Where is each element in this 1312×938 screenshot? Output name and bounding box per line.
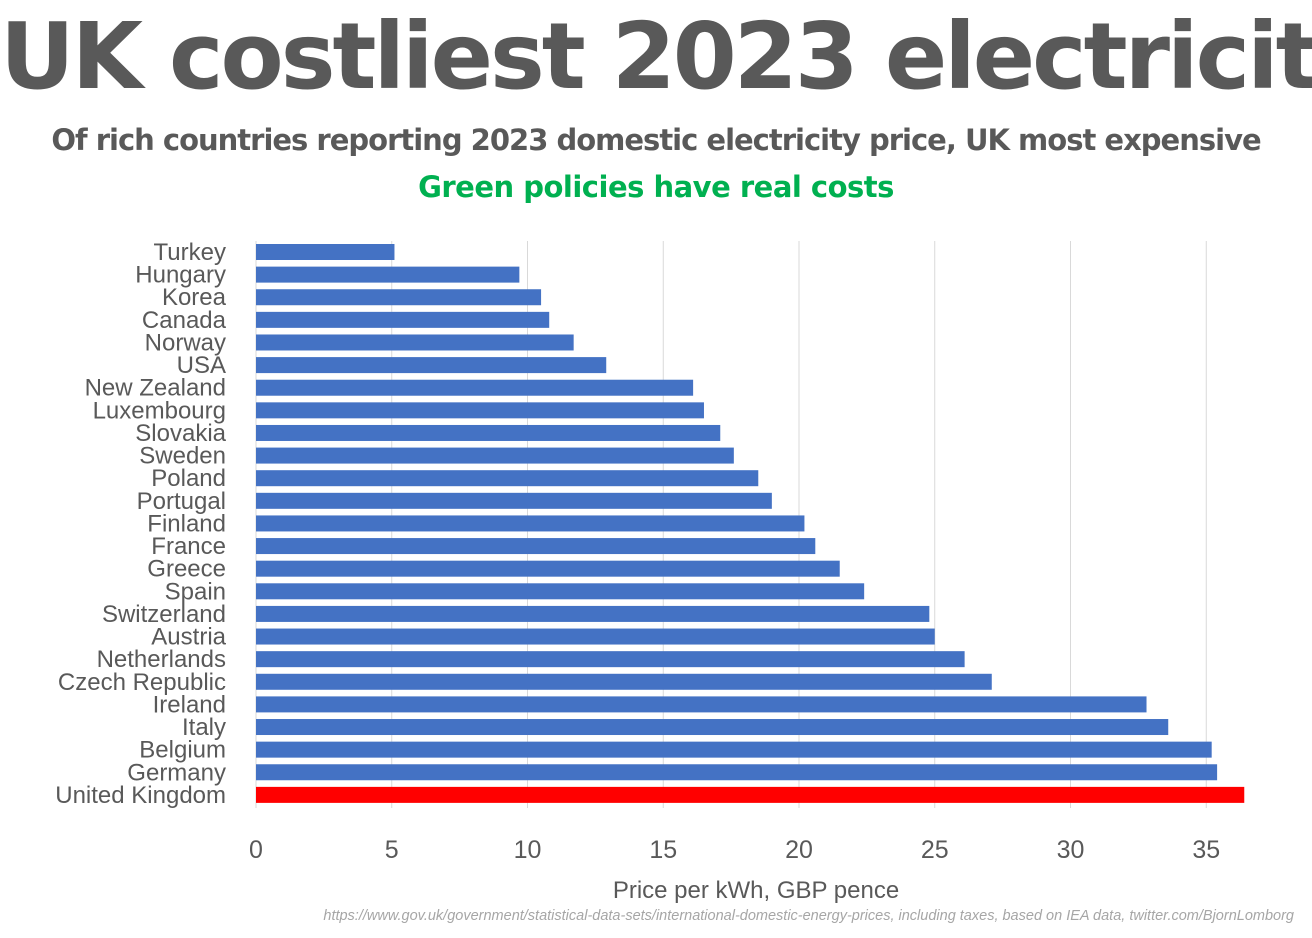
category-label-belgium: Belgium (139, 737, 226, 764)
bar-france (256, 538, 816, 555)
category-label-italy: Italy (182, 714, 226, 741)
category-label-france: France (151, 533, 226, 560)
category-label-turkey: Turkey (154, 239, 226, 266)
bar-austria (256, 628, 935, 645)
category-label-switzerland: Switzerland (102, 601, 226, 628)
bar-luxembourg (256, 402, 704, 419)
bar-slovakia (256, 424, 721, 441)
x-tick-label-15: 15 (649, 836, 677, 864)
chart-title: UK costliest 2023 electricity (0, 3, 1312, 110)
bar-switzerland (256, 605, 930, 622)
x-tick-label-25: 25 (921, 836, 949, 864)
bar-canada (256, 311, 550, 328)
category-label-portugal: Portugal (137, 488, 226, 515)
bar-finland (256, 515, 805, 532)
category-label-austria: Austria (151, 624, 226, 651)
category-label-sweden: Sweden (139, 443, 226, 470)
bar-spain (256, 583, 865, 600)
category-label-canada: Canada (142, 307, 227, 334)
category-label-germany: Germany (127, 759, 226, 786)
bar-belgium (256, 741, 1212, 758)
category-label-finland: Finland (147, 510, 226, 537)
bar-hungary (256, 266, 520, 283)
bar-turkey (256, 244, 395, 260)
x-tick-label-0: 0 (249, 836, 263, 864)
bar-usa (256, 357, 607, 374)
category-label-spain: Spain (165, 578, 226, 605)
category-label-new-zealand: New Zealand (85, 375, 226, 402)
category-label-usa: USA (177, 352, 226, 379)
bar-new-zealand (256, 379, 694, 396)
category-label-korea: Korea (162, 284, 227, 311)
category-label-slovakia: Slovakia (135, 420, 226, 447)
x-tick-label-20: 20 (785, 836, 813, 864)
category-label-ireland: Ireland (153, 691, 226, 718)
x-tick-label-30: 30 (1057, 836, 1085, 864)
category-label-netherlands: Netherlands (97, 646, 226, 673)
bar-united-kingdom (256, 786, 1245, 803)
bar-italy (256, 719, 1169, 736)
x-axis-title: Price per kWh, GBP pence (613, 877, 899, 904)
source-note: https://www.gov.uk/government/statistica… (323, 908, 1294, 924)
bar-korea (256, 289, 542, 306)
bar-sweden (256, 447, 734, 464)
category-label-norway: Norway (145, 329, 226, 356)
bar-czech-republic (256, 673, 992, 690)
category-label-hungary: Hungary (135, 262, 226, 289)
bar-norway (256, 334, 574, 351)
chart-tagline: Green policies have real costs (418, 170, 894, 204)
category-label-czech-republic: Czech Republic (58, 669, 226, 696)
bar-greece (256, 560, 840, 577)
bar-poland (256, 470, 759, 487)
bar-portugal (256, 492, 772, 509)
category-label-united-kingdom: United Kingdom (55, 782, 226, 809)
category-label-luxembourg: Luxembourg (93, 397, 226, 424)
bar-netherlands (256, 651, 965, 668)
x-tick-label-10: 10 (514, 836, 542, 864)
bar-ireland (256, 696, 1147, 713)
x-tick-label-5: 5 (385, 836, 399, 864)
x-tick-label-35: 35 (1192, 836, 1220, 864)
bar-germany (256, 764, 1218, 781)
category-label-greece: Greece (147, 556, 226, 583)
category-label-poland: Poland (151, 465, 226, 492)
chart-subtitle: Of rich countries reporting 2023 domesti… (51, 123, 1261, 157)
